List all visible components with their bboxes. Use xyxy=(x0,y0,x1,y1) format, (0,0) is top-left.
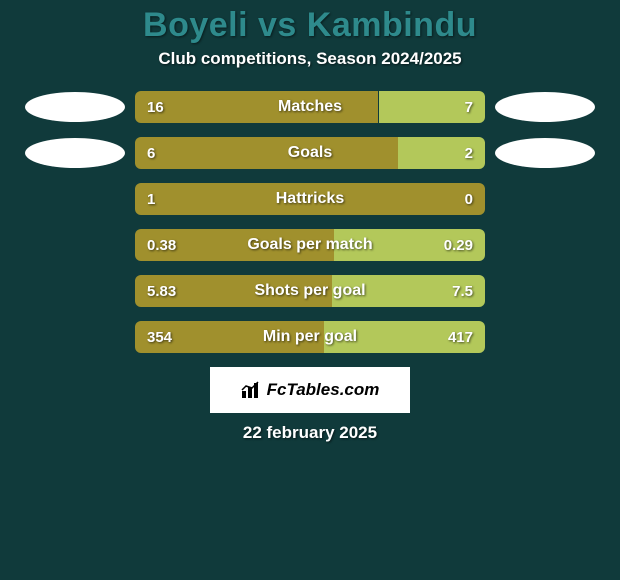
comparison-infographic: Boyeli vs Kambindu Club competitions, Se… xyxy=(0,0,620,580)
stat-bar: 354 417 Min per goal xyxy=(135,321,485,353)
spacer xyxy=(495,276,595,306)
spacer xyxy=(25,322,125,352)
branding-text: FcTables.com xyxy=(267,380,380,400)
stat-row: 6 2 Goals xyxy=(0,137,620,169)
team-right-marker xyxy=(495,92,595,122)
date-text: 22 february 2025 xyxy=(0,423,620,443)
stat-bar: 0.38 0.29 Goals per match xyxy=(135,229,485,261)
stat-row: 1 0 Hattricks xyxy=(0,183,620,215)
team-left-marker xyxy=(25,92,125,122)
stat-bar: 16 7 Matches xyxy=(135,91,485,123)
stat-value-right: 2 xyxy=(465,137,473,169)
stat-value-left: 6 xyxy=(147,137,155,169)
stat-value-right: 7.5 xyxy=(452,275,473,307)
stat-value-right: 417 xyxy=(448,321,473,353)
spacer xyxy=(25,276,125,306)
stat-row: 5.83 7.5 Shots per goal xyxy=(0,275,620,307)
page-title: Boyeli vs Kambindu xyxy=(0,0,620,49)
team-left-marker xyxy=(25,138,125,168)
spacer xyxy=(495,230,595,260)
stat-row: 16 7 Matches xyxy=(0,91,620,123)
stat-bar: 5.83 7.5 Shots per goal xyxy=(135,275,485,307)
branding-badge: FcTables.com xyxy=(210,367,410,413)
stat-value-right: 0 xyxy=(465,183,473,215)
team-right-marker xyxy=(495,138,595,168)
spacer xyxy=(25,230,125,260)
stat-value-right: 7 xyxy=(465,91,473,123)
stat-value-left: 5.83 xyxy=(147,275,176,307)
chart-icon xyxy=(241,381,263,399)
spacer xyxy=(495,322,595,352)
stat-value-left: 0.38 xyxy=(147,229,176,261)
stat-bar-left xyxy=(135,91,378,123)
stat-row: 354 417 Min per goal xyxy=(0,321,620,353)
stat-bar-left xyxy=(135,183,485,215)
stats-list: 16 7 Matches 6 2 Goals 1 0 Hattricks xyxy=(0,91,620,353)
stat-bar: 1 0 Hattricks xyxy=(135,183,485,215)
stat-value-right: 0.29 xyxy=(444,229,473,261)
subtitle: Club competitions, Season 2024/2025 xyxy=(0,49,620,91)
stat-bar: 6 2 Goals xyxy=(135,137,485,169)
stat-value-left: 1 xyxy=(147,183,155,215)
stat-value-left: 16 xyxy=(147,91,164,123)
stat-row: 0.38 0.29 Goals per match xyxy=(0,229,620,261)
stat-bar-left xyxy=(135,137,398,169)
spacer xyxy=(25,184,125,214)
stat-value-left: 354 xyxy=(147,321,172,353)
spacer xyxy=(495,184,595,214)
